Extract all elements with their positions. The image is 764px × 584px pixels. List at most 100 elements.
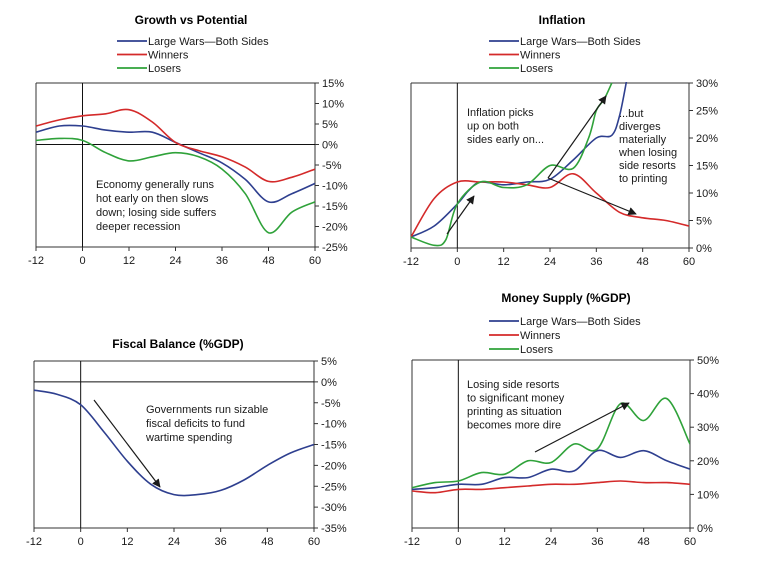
x-tick-label: 12 [499,536,511,548]
y-tick-label: 30% [697,422,719,434]
x-tick-label: 36 [215,536,227,548]
legend-label: Winners [520,50,561,62]
legend-label: Winners [520,330,561,342]
y-tick-label: 0% [321,377,337,389]
y-tick-label: -20% [321,460,347,472]
x-tick-label: 0 [454,256,460,268]
x-tick-label: -12 [403,256,419,268]
annotation-text: when losing [618,147,677,159]
x-tick-label: 0 [78,536,84,548]
annotation-arrow [534,402,630,453]
annotation-text: becomes more dire [467,420,561,432]
chart-1: Growth vs Potential -12 0 12 24 36 48 60 15% 10% 5… [28,13,348,267]
annotation-text: to printing [619,173,667,185]
x-tick-label: -12 [28,255,44,267]
x-tick-label: 12 [498,256,510,268]
x-tick-label: 12 [121,536,133,548]
y-tick-label: 30% [696,78,718,90]
chart-title: Inflation [539,13,586,27]
x-tick-label: 60 [683,256,695,268]
legend-label: Large Wars—Both Sides [148,36,269,48]
annotation-arrow [446,195,475,235]
y-tick-label: 25% [696,106,718,118]
annotation-text: Governments run sizable [146,404,268,416]
annotation-text: to significant money [467,393,565,405]
annotation-text: down; losing side suffers [96,207,217,219]
x-tick-label: 48 [261,536,273,548]
annotation-text: materially [619,134,667,146]
series-line-1 [34,389,314,497]
annotation-arrow [547,95,607,179]
x-tick-label: 24 [544,256,556,268]
legend-label: Losers [520,63,554,75]
y-tick-label: -10% [321,419,347,431]
series-line-3 [412,397,690,489]
annotation-text: wartime spending [145,432,232,444]
y-tick-label: 20% [696,133,718,145]
x-tick-label: 12 [123,255,135,267]
y-tick-label: 10% [696,188,718,200]
y-tick-label: 15% [322,78,344,90]
x-tick-label: 24 [168,536,180,548]
annotation-text: printing as situation [467,406,562,418]
x-tick-label: 48 [262,255,274,267]
y-tick-label: 15% [696,161,718,173]
x-tick-label: -12 [404,536,420,548]
x-tick-label: 48 [637,256,649,268]
y-tick-label: 20% [697,456,719,468]
series-line-3 [36,137,315,234]
y-tick-label: 40% [697,389,719,401]
annotation-arrow [547,177,637,216]
y-tick-label: 10% [322,99,344,111]
legend-label: Large Wars—Both Sides [520,316,641,328]
series-line-1 [412,449,690,491]
annotation-arrow [93,399,161,488]
chart-3: Fiscal Balance (%GDP) -12 0 12 24 36 48 60 5% 0% -… [26,337,347,548]
x-tick-label: 36 [590,256,602,268]
legend-label: Losers [520,344,554,356]
series-line-2 [411,172,689,238]
y-tick-label: -25% [321,481,347,493]
x-tick-label: 36 [591,536,603,548]
y-tick-label: -15% [322,201,348,213]
x-tick-label: 0 [455,536,461,548]
x-tick-label: -12 [26,536,42,548]
legend-label: Losers [148,63,182,75]
series-line-2 [36,108,315,183]
x-tick-label: 24 [545,536,557,548]
annotation-text: ...but [619,108,643,120]
series-line-2 [412,480,690,494]
x-tick-label: 60 [684,536,696,548]
y-tick-label: -30% [321,502,347,514]
annotation-text: side resorts [619,160,676,172]
chart-title: Money Supply (%GDP) [501,291,630,305]
chart-title: Growth vs Potential [135,13,248,27]
chart-2: Inflation -12 0 12 24 36 48 60 30% 25% 20% 15% 10% 5%… [403,13,718,268]
y-tick-label: 5% [696,216,712,228]
y-tick-label: -35% [321,523,347,535]
y-tick-label: 10% [697,489,719,501]
x-tick-label: 60 [308,536,320,548]
y-tick-label: 5% [321,356,337,368]
y-tick-label: 0% [322,140,338,152]
annotation-text: Economy generally runs [96,179,215,191]
series-line-1 [411,82,628,238]
x-tick-label: 24 [169,255,181,267]
annotation-text: up on both [467,121,519,133]
y-tick-label: -5% [322,160,342,172]
y-tick-label: -5% [321,398,341,410]
y-tick-label: 50% [697,355,719,367]
y-tick-label: -20% [322,222,348,234]
y-tick-label: 5% [322,119,338,131]
y-tick-label: 0% [697,523,713,535]
y-tick-label: -25% [322,242,348,254]
chart-title: Fiscal Balance (%GDP) [112,337,243,351]
x-tick-label: 36 [216,255,228,267]
annotation-text: sides early on... [467,134,544,146]
x-tick-label: 60 [309,255,321,267]
chart-4: Money Supply (%GDP) -12 0 12 24 36 48 60 50% 40% 3… [404,291,719,548]
annotation-text: Inflation picks [467,107,534,119]
x-tick-label: 0 [79,255,85,267]
y-tick-label: -10% [322,181,348,193]
